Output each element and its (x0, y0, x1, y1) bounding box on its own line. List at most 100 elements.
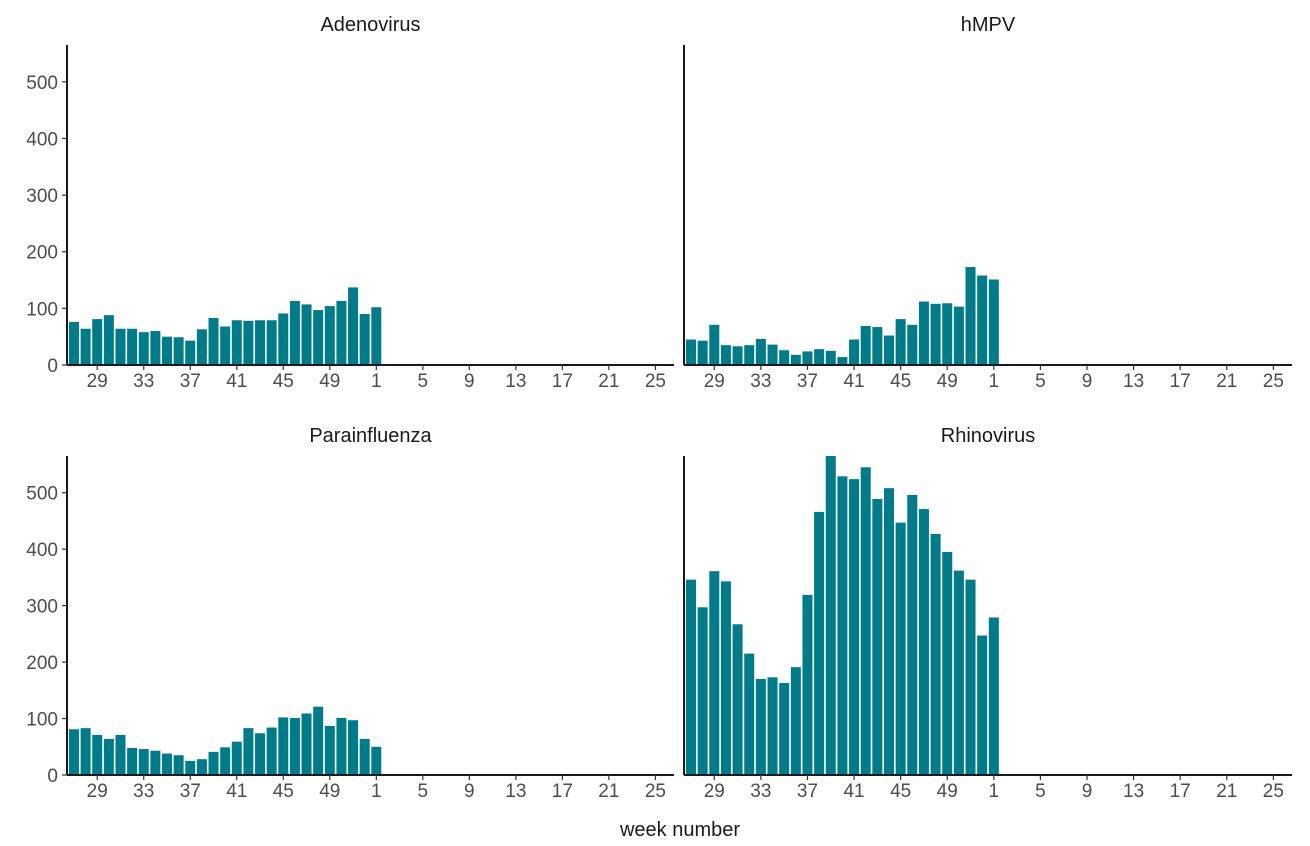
x-tick-label-45: 45 (890, 781, 911, 802)
x-tick-label-37: 37 (180, 781, 201, 802)
x-tick-label-1: 1 (989, 781, 1000, 802)
bar-parainfluenza-week-38 (196, 759, 207, 775)
x-tick-label-29: 29 (704, 371, 725, 392)
bar-hmpv-week-43 (872, 327, 883, 365)
x-tick-label-17: 17 (1170, 781, 1191, 802)
bar-rhinovirus-week-42 (860, 467, 871, 775)
x-tick-label-5: 5 (418, 781, 429, 802)
y-tick-label-500: 500 (26, 73, 58, 94)
x-tick-label-29: 29 (87, 781, 108, 802)
x-tick-label-29: 29 (704, 781, 725, 802)
x-tick-label-33: 33 (750, 371, 771, 392)
x-tick-label-45: 45 (273, 781, 294, 802)
bar-adenovirus-week-30 (103, 315, 114, 365)
x-tick-label-49: 49 (937, 781, 958, 802)
bar-hmpv-week-45 (895, 319, 906, 365)
x-tick-label-21: 21 (1216, 781, 1237, 802)
x-tick-label-9: 9 (1082, 371, 1093, 392)
bar-rhinovirus-week-49 (942, 551, 953, 775)
x-tick-label-45: 45 (273, 371, 294, 392)
bar-rhinovirus-week-45 (895, 522, 906, 775)
bar-adenovirus-week-42 (243, 320, 254, 365)
bar-rhinovirus-week-36 (790, 667, 801, 775)
bar-adenovirus-week-28 (80, 328, 91, 365)
panel-title: Adenovirus (320, 14, 420, 36)
y-tick-label-500: 500 (26, 484, 58, 505)
x-tick-label-5: 5 (1035, 371, 1046, 392)
bar-parainfluenza-week-32 (127, 747, 138, 775)
bar-hmpv-week-39 (825, 350, 836, 365)
bar-parainfluenza-week-51 (348, 720, 359, 775)
bar-hmpv-week-35 (779, 350, 790, 365)
x-tick-label-33: 33 (133, 371, 154, 392)
bar-rhinovirus-week-34 (767, 677, 778, 775)
bar-rhinovirus-week-31 (732, 624, 743, 775)
panel-adenovirus: Adenovirus 29 33 37 41 45 49 1 5 9 13 17 21 25 0 100 200… (26, 14, 674, 392)
bar-parainfluenza-week-33 (138, 749, 149, 775)
bar-rhinovirus-week-33 (755, 679, 766, 775)
x-tick-label-17: 17 (1170, 371, 1191, 392)
bar-rhinovirus-week-28 (697, 607, 708, 775)
bar-adenovirus-week-45 (278, 313, 289, 365)
bar-hmpv-week-36 (790, 354, 801, 365)
bar-hmpv-week-44 (883, 335, 895, 365)
bar-adenovirus-week-46 (289, 301, 300, 365)
x-tick-label-13: 13 (505, 371, 526, 392)
bar-rhinovirus-week-32 (744, 653, 755, 775)
bar-adenovirus-week-35 (162, 336, 172, 365)
bar-adenovirus-week-52 (359, 314, 370, 365)
y-tick-label-100: 100 (26, 710, 58, 731)
bar-parainfluenza-week-28 (80, 728, 91, 775)
bar-parainfluenza-week-42 (243, 728, 254, 775)
bar-rhinovirus-week-37 (802, 594, 813, 775)
bar-hmpv-week-1 (988, 279, 999, 365)
x-tick-label-5: 5 (418, 371, 429, 392)
bar-parainfluenza-week-47 (301, 713, 312, 775)
bar-adenovirus-week-44 (266, 320, 277, 365)
x-tick-label-33: 33 (133, 781, 154, 802)
bar-parainfluenza-week-29 (92, 734, 103, 775)
bar-adenovirus-week-43 (255, 320, 266, 365)
y-tick-label-300: 300 (26, 597, 58, 618)
bar-hmpv-week-27 (685, 339, 696, 365)
bar-hmpv-week-31 (732, 346, 743, 365)
bar-hmpv-week-33 (755, 338, 766, 365)
x-tick-label-25: 25 (645, 371, 666, 392)
bar-adenovirus-week-40 (220, 326, 231, 365)
x-tick-label-49: 49 (319, 781, 340, 802)
x-tick-label-17: 17 (552, 781, 573, 802)
bar-adenovirus-week-1 (371, 307, 382, 365)
x-tick-label-41: 41 (226, 781, 247, 802)
x-tick-label-37: 37 (180, 371, 201, 392)
bar-rhinovirus-week-44 (883, 488, 895, 775)
bar-hmpv-week-49 (942, 303, 953, 365)
x-tick-label-1: 1 (371, 781, 382, 802)
x-tick-label-5: 5 (1035, 781, 1046, 802)
bar-hmpv-week-28 (697, 340, 708, 365)
x-tick-label-13: 13 (505, 781, 526, 802)
bar-parainfluenza-week-48 (313, 706, 324, 775)
bar-parainfluenza-week-43 (255, 733, 266, 775)
bar-adenovirus-week-48 (313, 310, 324, 365)
bar-hmpv-week-42 (860, 325, 871, 365)
bar-parainfluenza-week-1 (371, 746, 382, 775)
bar-hmpv-week-48 (930, 303, 941, 365)
bar-rhinovirus-week-30 (720, 581, 731, 775)
panels-group: Adenovirus 29 33 37 41 45 49 1 5 9 13 17 21 25 0 100 200… (26, 14, 1292, 802)
x-tick-label-41: 41 (226, 371, 247, 392)
x-tick-label-25: 25 (1263, 371, 1284, 392)
x-tick-label-37: 37 (797, 781, 818, 802)
bar-parainfluenza-week-35 (162, 753, 172, 775)
x-tick-label-13: 13 (1123, 371, 1144, 392)
x-tick-label-41: 41 (843, 371, 864, 392)
bar-rhinovirus-week-38 (814, 511, 825, 775)
y-tick-label-100: 100 (26, 299, 58, 320)
bar-parainfluenza-week-36 (173, 755, 184, 775)
bar-parainfluenza-week-52 (359, 738, 370, 775)
x-tick-label-13: 13 (1123, 781, 1144, 802)
bar-hmpv-week-30 (720, 345, 731, 365)
bar-adenovirus-week-39 (208, 317, 219, 365)
panel-title: hMPV (961, 14, 1016, 36)
panel-parainfluenza: Parainfluenza 29 33 37 41 45 49 1 5 9 13 17 21 25 0 100… (26, 425, 674, 802)
x-tick-label-9: 9 (464, 781, 475, 802)
